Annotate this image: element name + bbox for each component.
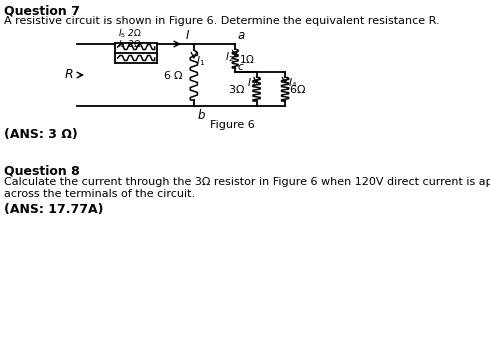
Text: $c$: $c$ [237, 62, 244, 72]
Text: $I$: $I$ [185, 29, 191, 42]
Text: (ANS: 17.77A): (ANS: 17.77A) [4, 203, 104, 216]
Text: (ANS: 3 Ω): (ANS: 3 Ω) [4, 128, 78, 141]
Text: Question 8: Question 8 [4, 164, 80, 177]
Text: 1$\Omega$: 1$\Omega$ [240, 53, 255, 65]
Text: Calculate the current through the 3Ω resistor in Figure 6 when 120V direct curre: Calculate the current through the 3Ω res… [4, 177, 490, 199]
Text: A resistive circuit is shown in Figure 6. Determine the equivalent resistance R.: A resistive circuit is shown in Figure 6… [4, 16, 440, 26]
Text: Question 7: Question 7 [4, 5, 80, 18]
Text: $I_4$ 2$\Omega$: $I_4$ 2$\Omega$ [118, 39, 142, 51]
Text: 6$\Omega$: 6$\Omega$ [290, 83, 306, 95]
Text: $R$: $R$ [64, 69, 74, 81]
Text: $I_1$: $I_1$ [196, 54, 205, 68]
Text: 6 $\Omega$: 6 $\Omega$ [163, 69, 184, 81]
Text: $I_3$: $I_3$ [246, 76, 256, 90]
Text: Figure 6: Figure 6 [210, 120, 255, 130]
Text: $I_5$ 2$\Omega$: $I_5$ 2$\Omega$ [118, 27, 142, 40]
Text: $I_2$: $I_2$ [225, 50, 234, 64]
Text: $I_4$: $I_4$ [288, 76, 297, 90]
Text: $a$: $a$ [237, 29, 246, 42]
Text: 3$\Omega$: 3$\Omega$ [228, 83, 245, 95]
Text: $b$: $b$ [196, 108, 206, 122]
